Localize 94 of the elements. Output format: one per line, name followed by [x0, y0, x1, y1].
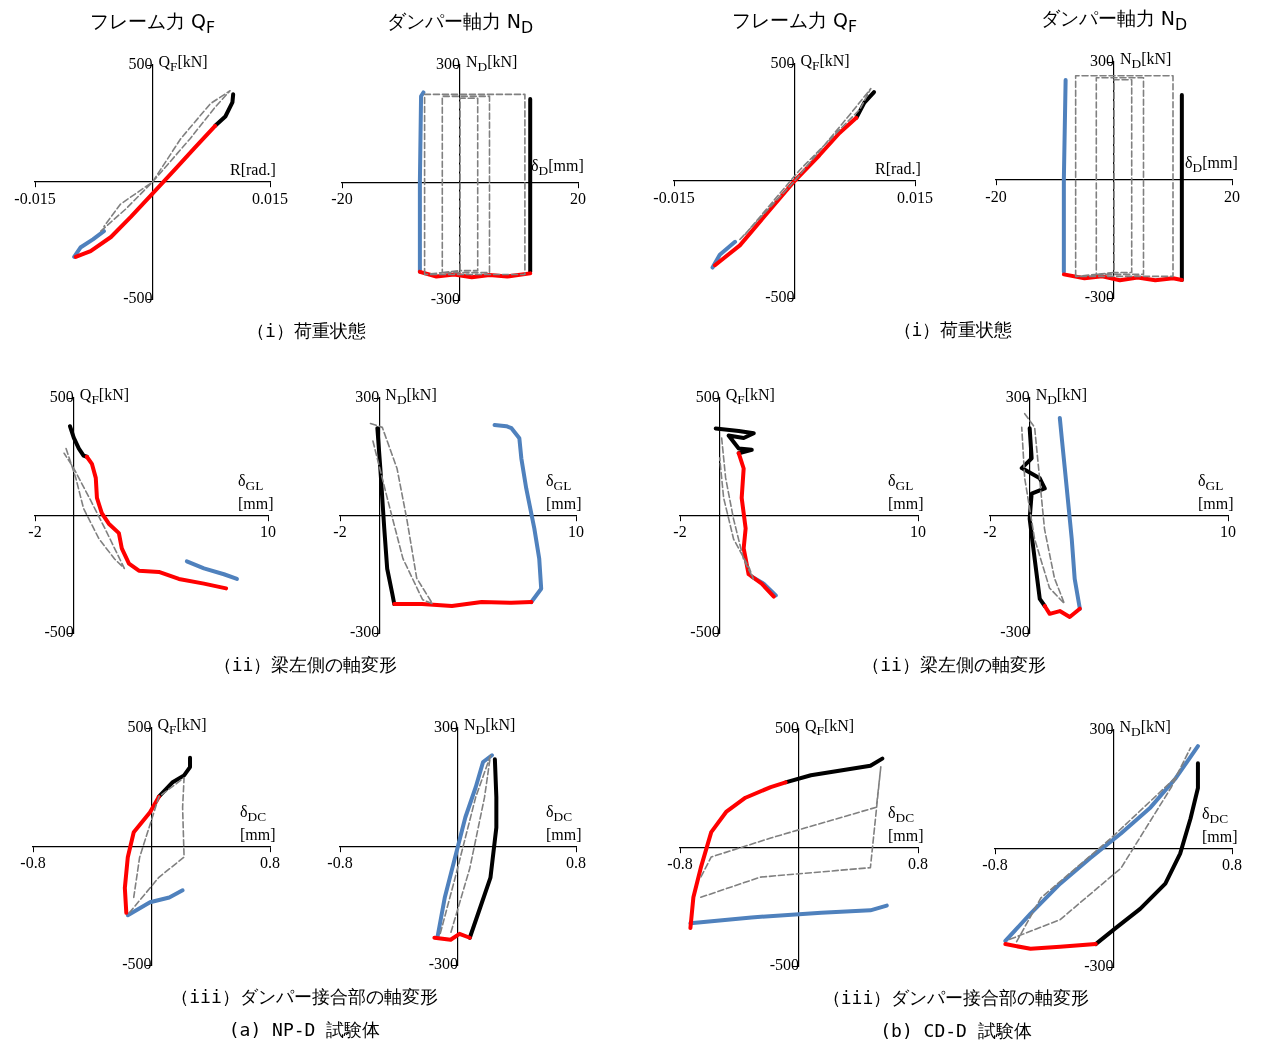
y-axis-title: Q$_{F}$[kN] — [79, 386, 130, 410]
y-axis-title: N$_{D}$[kN] — [1119, 718, 1171, 742]
text: （i）荷重状態 — [247, 320, 366, 341]
text: （ii）梁左側の軸変形 — [862, 654, 1046, 675]
chart-title: フレーム力 Q$_{F}$ — [89, 9, 216, 37]
x-axis-title: R[rad.] — [230, 161, 276, 179]
x-tick-label: -0.8 — [20, 854, 46, 872]
x-axis-title: δ$_{DC}$ [mm] — [240, 802, 276, 844]
x-tick-label: -0.8 — [667, 855, 693, 873]
x-tick-label: -20 — [331, 190, 353, 208]
line-series — [718, 437, 755, 580]
y-tick-label: 300 — [1089, 720, 1114, 738]
x-tick-label: -2 — [333, 523, 347, 541]
y-axis-title: N$_{D}$[kN] — [385, 386, 437, 410]
text: （iii）ダンパー接合部の軸変形 — [822, 987, 1090, 1008]
y-tick-label: 500 — [49, 388, 74, 406]
y-tick-label: 300 — [436, 55, 460, 73]
x-axis-title: δ$_{GL}$ [mm] — [888, 471, 924, 513]
x-tick-label: 0.015 — [252, 189, 288, 207]
x-axis-title: δ$_{GL}$ [mm] — [546, 471, 582, 513]
x-tick-label: -2 — [983, 523, 997, 541]
line-series — [700, 766, 882, 899]
y-axis-title: Q$_{F}$[kN] — [725, 386, 775, 410]
x-axis-title: δ$_{DC}$ [mm] — [546, 802, 582, 844]
x-axis-title: δ$_{DC}$ [mm] — [1202, 804, 1238, 846]
text: （iii）ダンパー接合部の軸変形 — [171, 986, 438, 1007]
x-axis-title: R[rad.] — [875, 160, 921, 178]
y-axis-title: Q$_{F}$[kN] — [805, 717, 855, 741]
x-tick-label: -0.8 — [327, 854, 353, 872]
line-series — [423, 93, 526, 276]
y-tick-label: 300 — [1005, 388, 1030, 406]
y-axis-title: Q$_{F}$[kN] — [800, 52, 850, 76]
y-tick-label: 500 — [128, 55, 153, 73]
x-axis-title: δ$_{GL}$ [mm] — [1198, 471, 1234, 513]
y-tick-label: 500 — [127, 718, 152, 736]
text: （ii）梁左側の軸変形 — [213, 654, 398, 675]
y-tick-label: -500 — [44, 623, 74, 641]
x-tick-label: 20 — [570, 190, 586, 208]
text: (b) CD-D 試験体 — [880, 1020, 1032, 1041]
x-axis-title: δ$_{D}$[mm] — [531, 156, 584, 180]
x-tick-label: -20 — [985, 187, 1007, 205]
y-tick-label: 300 — [434, 718, 458, 736]
y-axis-title: N$_{D}$[kN] — [1120, 50, 1172, 74]
line-series — [128, 776, 185, 914]
x-tick-label: -2 — [28, 523, 42, 541]
y-tick-label: -300 — [1000, 623, 1030, 641]
y-axis-title: N$_{D}$[kN] — [1035, 386, 1088, 410]
y-tick-label: 500 — [775, 719, 799, 737]
x-tick-label: 0.8 — [566, 854, 586, 872]
y-axis-title: Q$_{F}$[kN] — [157, 716, 207, 740]
y-tick-label: -500 — [765, 288, 795, 306]
text: (a) NP-D 試験体 — [228, 1019, 381, 1040]
y-axis-title: N$_{D}$[kN] — [466, 53, 518, 77]
x-tick-label: 10 — [260, 523, 276, 541]
x-tick-label: -2 — [673, 523, 687, 541]
chart-title: フレーム力 Q$_{F}$ — [731, 8, 858, 36]
y-tick-label: 500 — [695, 388, 720, 406]
line-series — [739, 87, 872, 241]
x-tick-label: 20 — [1224, 187, 1240, 205]
y-tick-label: -500 — [123, 289, 153, 307]
x-axis-title: δ$_{DC}$ [mm] — [888, 803, 924, 845]
x-tick-label: -0.015 — [14, 189, 56, 207]
x-tick-label: 0.8 — [260, 854, 280, 872]
y-tick-label: -300 — [1084, 957, 1114, 975]
y-tick-label: -500 — [769, 956, 799, 974]
line-series — [1020, 412, 1066, 605]
x-tick-label: 0.015 — [897, 188, 933, 206]
chart-title: ダンパー軸力 N$_{D}$ — [386, 9, 534, 37]
y-tick-label: 300 — [355, 388, 380, 406]
y-tick-label: 500 — [770, 54, 795, 72]
line-series — [100, 89, 231, 232]
y-axis-title: N$_{D}$[kN] — [464, 716, 516, 740]
y-tick-label: -300 — [428, 955, 458, 973]
y-axis-title: Q$_{F}$[kN] — [158, 53, 208, 77]
x-axis-title: δ$_{D}$[mm] — [1185, 154, 1238, 178]
x-tick-label: -0.015 — [653, 188, 695, 206]
y-tick-label: -500 — [122, 955, 152, 973]
line-series — [1074, 74, 1174, 278]
y-tick-label: 300 — [1090, 52, 1114, 70]
y-tick-label: -300 — [350, 623, 380, 641]
y-tick-label: -300 — [430, 290, 460, 308]
x-tick-label: 0.8 — [1222, 856, 1242, 874]
y-tick-label: -500 — [690, 623, 720, 641]
text: （i）荷重状態 — [893, 319, 1013, 340]
x-tick-label: 10 — [1220, 523, 1236, 541]
y-tick-label: -300 — [1084, 288, 1114, 306]
x-tick-label: 10 — [910, 523, 926, 541]
line-series — [63, 447, 126, 570]
x-tick-label: 0.8 — [908, 855, 928, 873]
chart-title: ダンパー軸力 N$_{D}$ — [1040, 6, 1188, 34]
x-tick-label: -0.8 — [982, 856, 1008, 874]
line-series — [369, 422, 434, 605]
x-tick-label: 10 — [568, 523, 584, 541]
x-axis-title: δ$_{GL}$ [mm] — [238, 471, 274, 513]
